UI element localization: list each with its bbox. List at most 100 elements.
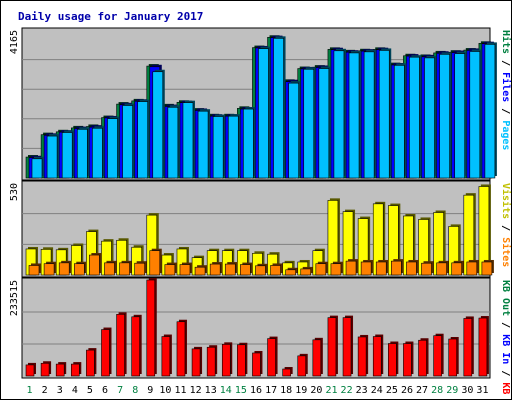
bar-pages-day-13 — [212, 116, 224, 179]
bar-pages-day-9 — [152, 71, 164, 179]
bar-sites-day-9 — [149, 250, 161, 276]
x-tick-label: 17 — [265, 385, 277, 396]
bar-sites-day-29 — [451, 262, 463, 276]
bar-pages-day-12 — [197, 110, 209, 179]
series-legend: Hits / Files / Pages — [500, 30, 512, 150]
bar-sites-day-6 — [104, 262, 115, 276]
bar-pages-day-26 — [409, 56, 420, 179]
bar-pages-day-1 — [31, 158, 43, 179]
bar-sites-day-28 — [436, 262, 447, 276]
x-tick-label: 16 — [250, 385, 262, 396]
x-tick-label: 30 — [461, 385, 473, 396]
legend-entry: Files — [500, 72, 512, 102]
x-tick-label: 20 — [310, 385, 322, 396]
x-axis-labels: 1 2 3 4 5 6 7 8 9 10 11 12 13 14 15 16 17 18 19 20 21 22 23 24 2… — [27, 385, 489, 396]
series-legend: KB Out / KB In / KB F — [500, 280, 511, 400]
bar-pages-day-19 — [303, 68, 315, 179]
chart-panels: 4165 Hits / Files / Pages 5 30 Visits / Site… — [9, 27, 512, 400]
bar-kb-f-day-6 — [101, 329, 110, 377]
x-tick-label: 1 — [27, 385, 33, 396]
x-tick-label: 27 — [416, 385, 428, 396]
bar-sites-day-5 — [89, 254, 100, 276]
x-tick-label: 21 — [325, 385, 337, 396]
bar-pages-day-29 — [454, 53, 466, 179]
x-tick-label: 23 — [356, 385, 368, 396]
series-legend: Visits / Sites — [500, 183, 512, 267]
bar-kb-f-day-7 — [116, 314, 125, 377]
bar-pages-day-6 — [107, 118, 118, 179]
x-tick-label: 12 — [190, 385, 202, 396]
bar-kb-f-day-13 — [206, 346, 216, 377]
y-axis-max-label: 4165 — [9, 30, 20, 54]
bar-sites-day-23 — [360, 261, 372, 276]
bar-kb-f-day-14 — [221, 344, 231, 377]
x-tick-label: 3 — [57, 385, 63, 396]
x-tick-label: 13 — [205, 385, 217, 396]
bar-pages-day-21 — [333, 50, 345, 179]
x-tick-label: 26 — [401, 385, 413, 396]
bar-pages-day-30 — [469, 51, 481, 179]
bar-sites-day-27 — [421, 262, 432, 276]
x-tick-label: 4 — [72, 385, 78, 396]
bar-kb-f-day-5 — [86, 349, 95, 377]
x-tick-label: 14 — [220, 385, 232, 396]
bar-pages-day-17 — [273, 38, 284, 179]
bar-pages-day-2 — [46, 135, 58, 179]
bar-pages-day-18 — [288, 82, 299, 179]
y-axis-max-label: 233515 — [9, 280, 20, 316]
bar-kb-f-day-1 — [25, 364, 35, 377]
bar-sites-day-22 — [345, 260, 357, 276]
bar-kb-f-day-30 — [463, 318, 473, 377]
bar-kb-f-day-20 — [312, 339, 322, 377]
bar-kb-f-day-25 — [388, 343, 397, 377]
panel-hits-files-pages: 4165 Hits / Files / Pages — [9, 27, 512, 181]
bar-pages-day-15 — [243, 108, 254, 179]
bar-kb-f-day-2 — [40, 362, 50, 377]
legend-entry: / — [500, 54, 511, 72]
x-tick-label: 28 — [431, 385, 443, 396]
bar-kb-f-day-8 — [131, 316, 140, 377]
bar-kb-f-day-11 — [176, 321, 186, 377]
bar-kb-f-day-24 — [372, 336, 382, 377]
bar-pages-day-27 — [424, 57, 435, 179]
legend-entry: Sites — [500, 237, 512, 267]
bar-kb-f-day-16 — [252, 352, 261, 377]
bar-sites-day-4 — [73, 263, 85, 276]
x-tick-label: 9 — [147, 385, 153, 396]
bar-sites-day-3 — [58, 262, 70, 276]
bar-kb-f-day-22 — [342, 317, 352, 377]
bar-sites-day-12 — [194, 266, 206, 276]
bar-kb-f-day-4 — [70, 363, 80, 377]
bar-kb-f-day-26 — [403, 343, 412, 377]
bar-kb-f-day-10 — [161, 336, 171, 377]
bar-kb-f-day-19 — [297, 355, 307, 377]
legend-entry: / — [500, 316, 511, 334]
x-tick-label: 19 — [295, 385, 307, 396]
bar-kb-f-day-27 — [418, 339, 427, 377]
x-tick-label: 25 — [386, 385, 398, 396]
bar-pages-day-20 — [318, 68, 330, 179]
legend-entry: Hits — [500, 30, 512, 54]
bar-sites-day-10 — [164, 264, 176, 276]
bar-sites-day-18 — [285, 269, 296, 276]
bar-sites-day-30 — [466, 261, 478, 276]
bar-sites-day-1 — [28, 265, 40, 276]
bar-pages-day-25 — [394, 65, 405, 179]
chart-title: Daily usage for January 2017 — [18, 10, 203, 23]
legend-entry: Visits — [500, 183, 512, 219]
bar-sites-day-15 — [240, 264, 251, 276]
bar-kb-f-day-23 — [357, 336, 367, 377]
x-tick-label: 5 — [87, 385, 93, 396]
bar-pages-day-28 — [439, 54, 450, 179]
x-tick-label: 24 — [371, 385, 383, 396]
bar-pages-day-22 — [348, 52, 360, 179]
bar-pages-day-7 — [122, 105, 133, 179]
bar-sites-day-7 — [119, 262, 130, 276]
bar-sites-day-2 — [43, 263, 55, 276]
bar-sites-day-26 — [406, 261, 417, 276]
bar-pages-day-23 — [363, 51, 375, 179]
bar-sites-day-8 — [134, 262, 145, 276]
bar-pages-day-14 — [227, 115, 239, 179]
bar-kb-f-day-29 — [448, 338, 458, 377]
